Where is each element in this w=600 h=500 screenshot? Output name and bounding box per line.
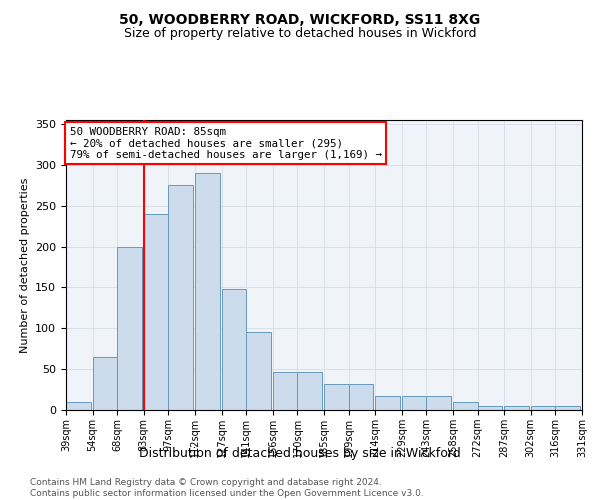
Bar <box>169 186 193 410</box>
Bar <box>66 402 91 410</box>
Text: Contains HM Land Registry data © Crown copyright and database right 2024.
Contai: Contains HM Land Registry data © Crown c… <box>30 478 424 498</box>
Bar <box>298 372 322 410</box>
Bar <box>556 406 580 410</box>
Bar <box>92 357 117 410</box>
Bar <box>478 406 502 410</box>
Bar <box>221 289 246 410</box>
Bar <box>195 173 220 410</box>
Bar <box>375 396 400 410</box>
Bar <box>273 372 298 410</box>
Y-axis label: Number of detached properties: Number of detached properties <box>20 178 29 352</box>
Text: Distribution of detached houses by size in Wickford: Distribution of detached houses by size … <box>139 448 461 460</box>
Bar <box>531 406 556 410</box>
Bar <box>117 246 142 410</box>
Bar <box>504 406 529 410</box>
Text: 50 WOODBERRY ROAD: 85sqm
← 20% of detached houses are smaller (295)
79% of semi-: 50 WOODBERRY ROAD: 85sqm ← 20% of detach… <box>70 126 382 160</box>
Bar <box>144 214 169 410</box>
Text: 50, WOODBERRY ROAD, WICKFORD, SS11 8XG: 50, WOODBERRY ROAD, WICKFORD, SS11 8XG <box>119 12 481 26</box>
Bar <box>402 396 427 410</box>
Bar <box>246 332 271 410</box>
Bar <box>324 384 349 410</box>
Bar <box>349 384 373 410</box>
Bar <box>453 402 478 410</box>
Bar <box>427 396 451 410</box>
Text: Size of property relative to detached houses in Wickford: Size of property relative to detached ho… <box>124 28 476 40</box>
